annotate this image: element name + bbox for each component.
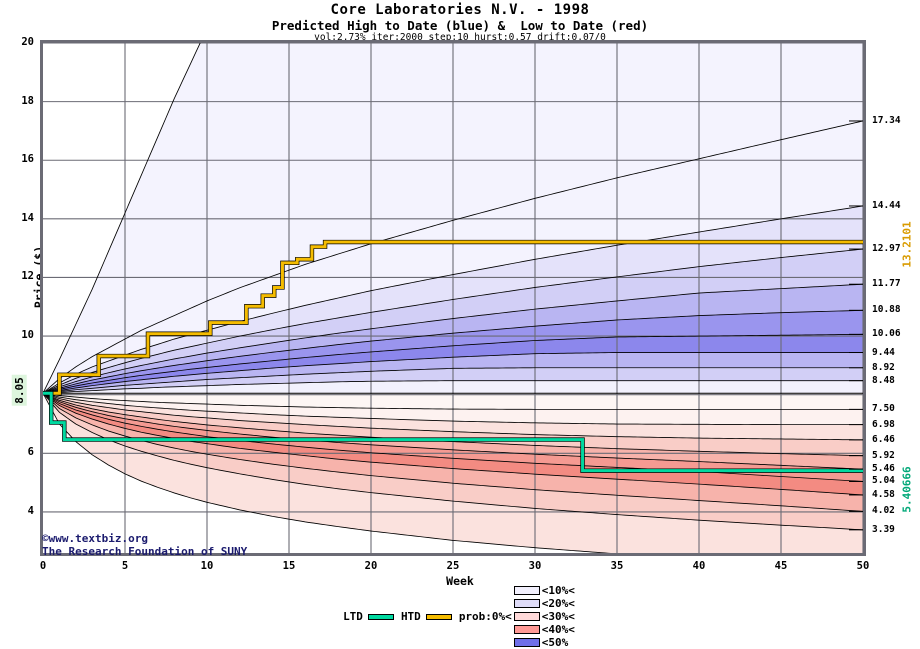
- x-tick-40: 40: [692, 560, 706, 572]
- chart-legend: LTD HTD prob:0%< <10%< <20%< <30%< <40%< <50…: [0, 584, 920, 649]
- chart-title: Core Laboratories N.V. - 1998: [330, 2, 590, 18]
- chart-svg: [43, 43, 863, 553]
- right-label-4-02: 4.02: [872, 505, 895, 517]
- right-label-5-92: 5.92: [872, 449, 895, 461]
- right-label-11-77: 11.77: [872, 278, 901, 290]
- right-label-14-44: 14.44: [872, 199, 901, 211]
- legend-band-label-2: <30%<: [541, 610, 575, 623]
- legend-band-4[interactable]: <50%: [513, 636, 577, 649]
- right-label-9-44: 9.44: [872, 346, 895, 358]
- legend-swatch-3: [513, 625, 540, 634]
- legend-ltd-label: LTD: [343, 610, 363, 623]
- chart-parameters: vol:2.73% iter:2000 step:10 hurst:0.57 d…: [314, 32, 606, 43]
- legend-band-1[interactable]: <20%<: [513, 597, 577, 610]
- ltd-end-value-label: 5.40666: [900, 466, 914, 513]
- htd-end-value-label: 13.2101: [900, 221, 914, 268]
- y-tick-18: 18: [21, 94, 34, 107]
- y-tick-6: 6: [27, 446, 34, 459]
- legend-htd-label: HTD: [400, 610, 421, 623]
- legend-swatch-4: [513, 638, 540, 647]
- y-tick-16: 16: [21, 153, 34, 166]
- x-tick-20: 20: [364, 560, 378, 572]
- legend-htd[interactable]: HTD: [399, 610, 455, 623]
- x-tick-25: 25: [446, 560, 460, 572]
- credit-line-1: ©www.textbiz.org: [42, 532, 148, 545]
- right-label-10-06: 10.06: [872, 328, 901, 340]
- legend-band-label-0: <10%<: [541, 584, 575, 597]
- credit-line-2: The Research Foundation of SUNY: [42, 545, 248, 558]
- y-tick-12: 12: [21, 270, 34, 283]
- right-label-4-58: 4.58: [872, 488, 895, 500]
- plot-area[interactable]: [40, 40, 866, 556]
- y-tick-4: 4: [27, 504, 34, 517]
- right-label-8-48: 8.48: [872, 374, 895, 386]
- x-tick-10: 10: [200, 560, 214, 572]
- chart-subtitle: Predicted High to Date (blue) & Low to D…: [271, 18, 649, 33]
- legend-prob-label: prob:0%<: [458, 610, 512, 623]
- right-label-6-98: 6.98: [872, 418, 895, 430]
- legend-swatch-2: [513, 612, 540, 621]
- y-tick-10: 10: [21, 329, 34, 342]
- legend-band-label-1: <20%<: [541, 597, 575, 610]
- legend-band-label-3: <40%<: [541, 623, 575, 636]
- start-price-label: 8.05: [11, 375, 27, 406]
- htd-color-swatch: [425, 613, 452, 620]
- right-label-8-92: 8.92: [872, 361, 895, 373]
- legend-band-label-4: <50%: [541, 636, 569, 649]
- right-label-12-97: 12.97: [872, 243, 901, 255]
- y-tick-14: 14: [21, 211, 34, 224]
- right-label-17-34: 17.34: [872, 114, 901, 126]
- x-tick-45: 45: [774, 560, 788, 572]
- y-tick-20: 20: [21, 36, 34, 48]
- x-tick-15: 15: [282, 560, 296, 572]
- right-label-5-46: 5.46: [872, 463, 895, 475]
- x-tick-5: 5: [121, 560, 129, 572]
- right-label-10-88: 10.88: [872, 304, 901, 316]
- credit-text: ©www.textbiz.org The Research Foundation…: [42, 532, 247, 558]
- x-tick-0: 0: [39, 560, 47, 572]
- x-axis-title: Week: [446, 574, 474, 588]
- ltd-color-swatch: [367, 613, 394, 620]
- x-tick-50: 50: [856, 560, 870, 572]
- right-label-3-39: 3.39: [872, 523, 895, 535]
- legend-band-3[interactable]: <40%<: [513, 623, 577, 636]
- legend-ltd[interactable]: LTD: [341, 610, 397, 623]
- legend-swatch-0: [513, 586, 540, 595]
- legend-band-items: <10%< <20%< <30%< <40%< <50%: [513, 584, 579, 649]
- right-label-6-46: 6.46: [872, 433, 895, 445]
- x-tick-30: 30: [528, 560, 542, 572]
- x-tick-35: 35: [610, 560, 624, 572]
- legend-swatch-1: [513, 599, 540, 608]
- right-label-7-50: 7.50: [872, 403, 895, 415]
- legend-band-2[interactable]: <30%<: [513, 610, 577, 623]
- right-label-5-04: 5.04: [872, 475, 895, 487]
- legend-band-0[interactable]: <10%<: [513, 584, 577, 597]
